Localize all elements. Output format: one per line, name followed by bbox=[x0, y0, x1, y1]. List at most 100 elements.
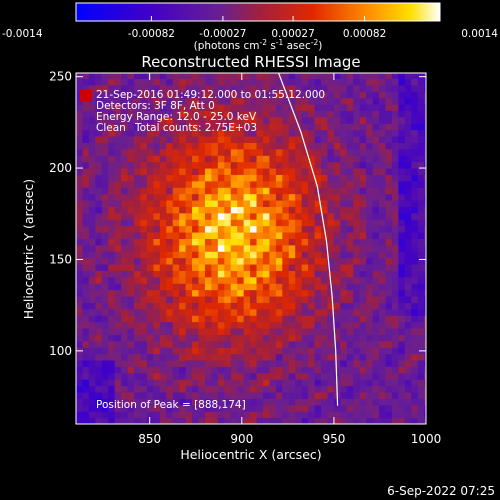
heatmap-cell bbox=[237, 78, 245, 86]
heatmap-cell bbox=[288, 398, 296, 406]
heatmap-cell bbox=[262, 84, 270, 92]
heatmap-cell bbox=[204, 360, 212, 367]
heatmap-cell bbox=[230, 296, 238, 303]
heatmap-cell bbox=[385, 321, 393, 329]
heatmap-cell bbox=[353, 372, 361, 380]
heatmap-cell bbox=[288, 200, 296, 207]
heatmap-cell bbox=[185, 379, 193, 387]
heatmap-cell bbox=[256, 200, 264, 207]
heatmap-cell bbox=[95, 73, 103, 79]
heatmap-cell bbox=[282, 161, 290, 169]
heatmap-cell bbox=[385, 328, 393, 335]
heatmap-cell bbox=[250, 212, 258, 220]
heatmap-cell bbox=[359, 366, 367, 374]
heatmap-cell bbox=[301, 212, 309, 220]
heatmap-cell bbox=[146, 283, 154, 291]
heatmap-cell bbox=[314, 251, 322, 259]
heatmap-cell bbox=[372, 161, 380, 169]
heatmap-cell bbox=[172, 302, 180, 310]
heatmap-cell bbox=[424, 123, 426, 131]
heatmap-cell bbox=[295, 315, 303, 323]
heatmap-cell bbox=[121, 353, 129, 361]
heatmap-cell bbox=[308, 270, 316, 278]
heatmap-cell bbox=[327, 392, 335, 399]
heatmap-cell bbox=[237, 168, 245, 175]
heatmap-cell bbox=[275, 360, 283, 367]
heatmap-cell bbox=[243, 276, 251, 284]
heatmap-cell bbox=[82, 244, 90, 252]
heatmap-cell bbox=[314, 97, 322, 105]
heatmap-cell bbox=[288, 91, 296, 99]
heatmap-cell bbox=[153, 379, 161, 387]
heatmap-cell bbox=[159, 116, 167, 124]
heatmap-cell bbox=[204, 168, 212, 175]
heatmap-cell bbox=[101, 187, 109, 195]
heatmap-cell bbox=[372, 97, 380, 105]
heatmap-cell bbox=[76, 366, 83, 374]
heatmap-cell bbox=[404, 366, 412, 374]
heatmap-cell bbox=[217, 308, 225, 316]
heatmap-cell bbox=[134, 200, 141, 207]
heatmap-cell bbox=[88, 142, 96, 150]
heatmap-cell bbox=[153, 84, 161, 92]
heatmap-cell bbox=[140, 225, 148, 233]
heatmap-cell bbox=[424, 283, 426, 291]
heatmap-cell bbox=[340, 91, 348, 99]
heatmap-cell bbox=[108, 276, 116, 284]
annotation-detectors: Detectors: 3F 8F, Att 0 bbox=[96, 100, 215, 112]
heatmap-cell bbox=[153, 238, 161, 246]
heatmap-cell bbox=[379, 366, 386, 374]
heatmap-cell bbox=[88, 104, 96, 111]
heatmap-cell bbox=[127, 110, 135, 118]
heatmap-cell bbox=[398, 340, 406, 348]
heatmap-cell bbox=[372, 155, 380, 163]
heatmap-cell bbox=[192, 232, 199, 239]
heatmap-cell bbox=[82, 417, 90, 424]
heatmap-cell bbox=[166, 232, 174, 239]
heatmap-cell bbox=[127, 73, 135, 79]
heatmap-cell bbox=[166, 200, 174, 207]
heatmap-cell bbox=[308, 308, 316, 316]
heatmap-cell bbox=[288, 78, 296, 86]
heatmap-cell bbox=[166, 219, 174, 227]
x-tick-label: 900 bbox=[230, 432, 253, 446]
heatmap-cell bbox=[166, 411, 174, 419]
heatmap-cell bbox=[404, 91, 412, 99]
heatmap-cell bbox=[250, 155, 258, 163]
heatmap-cell bbox=[217, 225, 225, 233]
heatmap-cell bbox=[321, 276, 328, 284]
heatmap-cell bbox=[237, 136, 245, 143]
heatmap-cell bbox=[340, 104, 348, 111]
heatmap-cell bbox=[172, 225, 180, 233]
heatmap-cell bbox=[379, 225, 386, 233]
heatmap-cell bbox=[404, 84, 412, 92]
heatmap-cell bbox=[192, 161, 199, 169]
heatmap-cell bbox=[76, 232, 83, 239]
heatmap-cell bbox=[250, 270, 258, 278]
heatmap-cell bbox=[417, 302, 425, 310]
heatmap-cell bbox=[230, 276, 238, 284]
heatmap-cell bbox=[256, 328, 264, 335]
heatmap-cell bbox=[224, 97, 232, 105]
heatmap-cell bbox=[275, 257, 283, 265]
heatmap-cell bbox=[198, 244, 206, 252]
heatmap-cell bbox=[333, 73, 341, 79]
heatmap-cell bbox=[237, 289, 245, 297]
heatmap-cell bbox=[385, 276, 393, 284]
heatmap-cell bbox=[308, 244, 316, 252]
heatmap-cell bbox=[76, 379, 83, 387]
heatmap-cell bbox=[159, 360, 167, 367]
heatmap-cell bbox=[398, 97, 406, 105]
heatmap-cell bbox=[230, 353, 238, 361]
heatmap-cell bbox=[108, 161, 116, 169]
heatmap-cell bbox=[88, 174, 96, 182]
heatmap-cell bbox=[134, 257, 141, 265]
heatmap-cell bbox=[217, 276, 225, 284]
heatmap-cell bbox=[385, 264, 393, 271]
x-axis-label: Heliocentric X (arcsec) bbox=[180, 447, 321, 462]
heatmap-cell bbox=[237, 200, 245, 207]
heatmap-cell bbox=[346, 110, 354, 118]
heatmap-cell bbox=[185, 366, 193, 374]
heatmap-cell bbox=[192, 116, 199, 124]
heatmap-cell bbox=[346, 296, 354, 303]
